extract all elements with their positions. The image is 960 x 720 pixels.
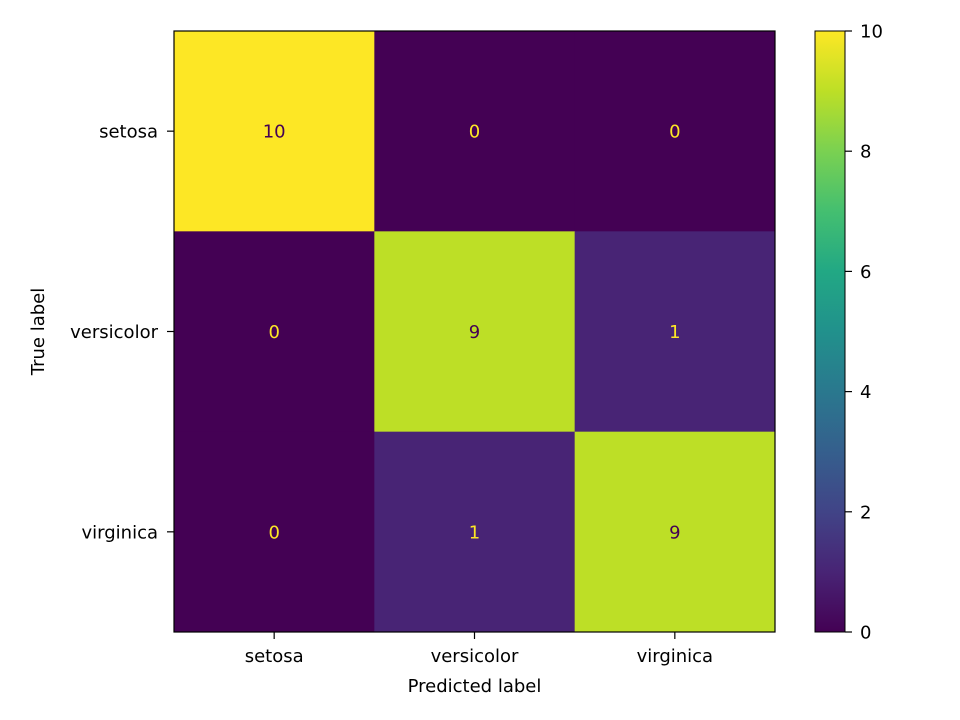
heatmap-cell-labels: 10 0 00 9 10 1 9	[263, 122, 681, 544]
colorbar-tick-label: 8	[860, 142, 871, 163]
heatmap-cell	[174, 31, 375, 232]
cell-value-label: 9	[469, 322, 480, 343]
heatmap-cells	[174, 31, 776, 633]
colorbar-tick-label: 0	[860, 623, 871, 644]
colorbar-ticks: 0 2 4 6 8 10	[845, 22, 883, 644]
heatmap-cell	[174, 431, 375, 633]
colorbar-tick-label: 10	[860, 22, 883, 43]
heatmap-cell	[374, 431, 576, 633]
x-axis-ticks: setosa versicolor virginica	[245, 632, 713, 667]
colorbar-tick-label: 6	[860, 262, 871, 283]
heatmap-cell	[574, 31, 776, 232]
x-tick-label: versicolor	[431, 646, 519, 667]
cell-value-label: 1	[669, 322, 680, 343]
heatmap-cell	[574, 231, 776, 433]
x-axis-label: Predicted label	[408, 676, 542, 697]
colorbar-tick-label: 2	[860, 502, 871, 523]
heatmap-cell	[374, 231, 576, 433]
x-tick-label: setosa	[245, 646, 304, 667]
y-axis-ticks: setosa versicolor virginica	[70, 122, 174, 543]
cell-value-label: 0	[469, 122, 480, 143]
colorbar-tick-label: 4	[860, 382, 871, 403]
cell-value-label: 0	[268, 522, 279, 543]
cell-value-label: 0	[268, 322, 279, 343]
y-tick-label: setosa	[99, 122, 158, 143]
cell-value-label: 9	[669, 522, 680, 543]
cell-value-label: 1	[469, 522, 480, 543]
y-tick-label: virginica	[82, 522, 159, 543]
heatmap-cell	[174, 231, 375, 433]
x-tick-label: virginica	[637, 646, 714, 667]
y-tick-label: versicolor	[70, 322, 158, 343]
colorbar	[814, 30, 846, 633]
cell-value-label: 0	[669, 122, 680, 143]
heatmap-cell	[574, 431, 776, 633]
heatmap-cell	[374, 31, 576, 232]
y-axis-label: True label	[28, 288, 49, 377]
cell-value-label: 10	[263, 122, 286, 143]
